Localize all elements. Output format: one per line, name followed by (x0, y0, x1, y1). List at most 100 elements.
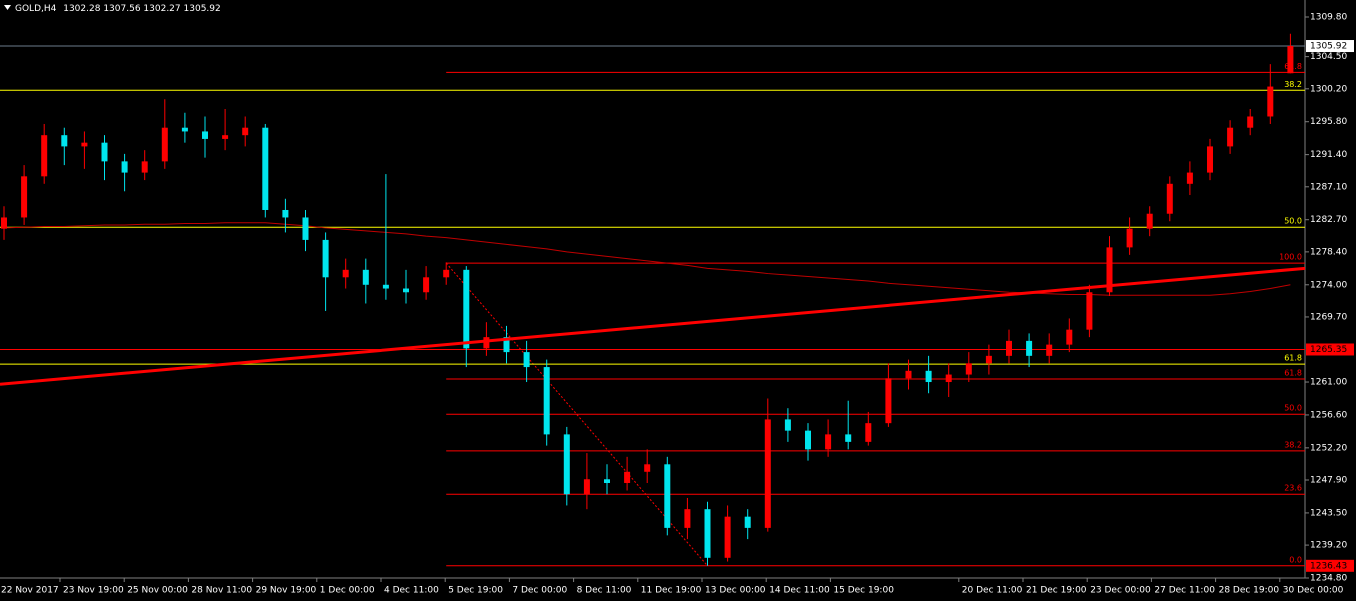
y-tick-label: 1252.20 (1310, 443, 1347, 453)
y-tick-label: 1243.50 (1310, 508, 1347, 518)
candle-body (704, 509, 711, 558)
y-tick-label: 1309.80 (1310, 13, 1347, 23)
candle-body (1207, 146, 1213, 173)
fibo-level-label: 38.2 (1284, 440, 1302, 449)
y-tick-label: 1291.40 (1310, 150, 1347, 160)
candle-body (463, 269, 470, 349)
y-tick-label: 1304.50 (1310, 52, 1347, 62)
x-tick-label: 29 Nov 19:00 (256, 586, 317, 596)
candle-body (644, 464, 651, 472)
candle-body (885, 378, 892, 424)
hline-price-label-box (1306, 343, 1354, 356)
candle-body (342, 269, 349, 278)
candle-body (1166, 183, 1173, 214)
candle-body (985, 355, 992, 364)
symbol: GOLD,H4 (15, 4, 57, 14)
high-value: 1307.56 (103, 4, 140, 14)
candle-body (543, 367, 550, 435)
candle-body (161, 127, 168, 162)
candle-body (865, 423, 872, 442)
x-tick-label: 15 Dec 19:00 (833, 586, 894, 596)
x-tick-label: 21 Dec 19:00 (1026, 586, 1087, 596)
fibo-price-label: 1236.43 (1310, 561, 1347, 571)
open-value: 1302.28 (63, 4, 100, 14)
bid-price-label-box (1306, 40, 1354, 53)
y-tick-label: 1247.90 (1310, 476, 1347, 486)
candle-body (664, 464, 671, 528)
candle-body (1247, 116, 1254, 128)
y-tick-label: 1295.80 (1310, 117, 1347, 127)
candle-body (222, 135, 229, 139)
y-tick-label: 1261.00 (1310, 378, 1347, 388)
candle-body (1126, 228, 1133, 248)
x-tick-label: 11 Dec 19:00 (641, 586, 702, 596)
y-tick-label: 1300.20 (1310, 84, 1347, 94)
candle-body (805, 430, 811, 450)
x-tick-label: 4 Dec 11:00 (384, 586, 439, 596)
fibo-level-label: 0.0 (1289, 555, 1302, 564)
candle-body (764, 419, 771, 528)
candle-body (483, 337, 490, 349)
candle-body (1026, 340, 1033, 356)
candle-body (61, 135, 68, 147)
candle-body (604, 479, 610, 484)
close-value: 1305.92 (184, 4, 221, 14)
x-tick-label: 22 Nov 2017 (1, 586, 59, 596)
fibo-level-label: 50.0 (1284, 404, 1302, 413)
y-tick-label: 1269.70 (1310, 312, 1347, 322)
x-tick-label: 8 Dec 11:00 (577, 586, 632, 596)
candle-body (403, 288, 409, 293)
candle-body (1086, 292, 1093, 330)
moving-average (3, 222, 1291, 296)
candle-body (1006, 340, 1012, 356)
x-tick-label: 28 Dec 19:00 (1219, 586, 1280, 596)
x-tick-label: 25 Nov 00:00 (127, 586, 188, 596)
x-tick-label: 1 Dec 00:00 (320, 586, 375, 596)
x-tick-label: 7 Dec 00:00 (512, 586, 567, 596)
candle-body (503, 337, 510, 353)
x-tick-label: 14 Dec 11:00 (769, 586, 830, 596)
y-tick-label: 1239.20 (1310, 541, 1347, 551)
candle-body (101, 142, 108, 162)
low-value: 1302.27 (143, 4, 180, 14)
candle-body (81, 142, 88, 147)
bid-price-label: 1305.92 (1310, 42, 1347, 52)
y-tick-label: 1287.10 (1310, 182, 1347, 192)
candle-body (583, 479, 590, 495)
x-tick-label: 5 Dec 19:00 (448, 586, 503, 596)
candle-body (121, 161, 128, 173)
fibo-level-label: 23.6 (1284, 484, 1302, 493)
candle-body (141, 161, 148, 173)
candle-body (282, 209, 289, 218)
y-tick-label: 1256.60 (1310, 410, 1347, 420)
candle-body (925, 370, 932, 383)
x-tick-label: 30 Dec 00:00 (1283, 586, 1344, 596)
candle-body (1046, 344, 1053, 356)
candle-body (905, 370, 912, 379)
trendline (0, 266, 1306, 386)
candle-body (1066, 329, 1073, 345)
candle-body (724, 516, 731, 558)
candle-body (1106, 247, 1113, 293)
hline-price-label: 1265.35 (1310, 345, 1347, 355)
candle-body (21, 176, 28, 218)
candle-body (624, 471, 631, 484)
candle-body (945, 374, 952, 383)
x-tick-label: 13 Dec 00:00 (705, 586, 766, 596)
fibo-level-label: 61.8 (1284, 369, 1302, 378)
candle-body (1267, 86, 1274, 117)
y-tick-label: 1274.00 (1310, 280, 1347, 290)
y-tick-label: 1282.70 (1310, 215, 1347, 225)
candle-body (1146, 213, 1153, 229)
candle-body (825, 434, 832, 450)
x-tick-label: 23 Nov 19:00 (63, 586, 124, 596)
fibo-level-label: 38.2 (1284, 80, 1302, 89)
candle-body (563, 434, 570, 495)
candle-body (1227, 127, 1234, 147)
candle-body (423, 277, 430, 293)
candle-body (302, 217, 309, 240)
menu-arrow[interactable] (4, 5, 11, 10)
candle-body (1, 217, 7, 229)
candle-body (684, 509, 691, 528)
